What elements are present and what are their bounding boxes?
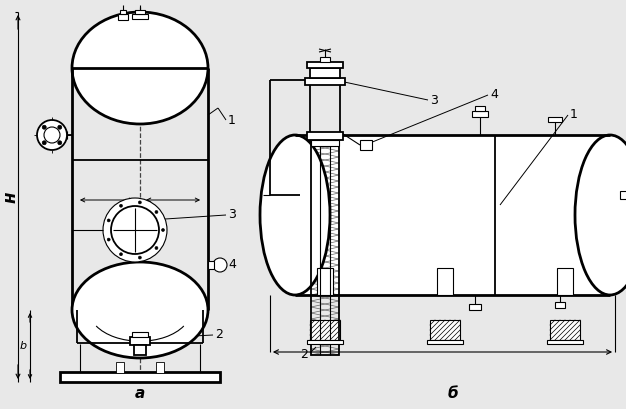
Circle shape [138, 256, 141, 259]
Bar [132, 14, 148, 19]
Bar [320, 57, 330, 62]
Circle shape [155, 247, 158, 249]
Bar [208, 261, 214, 269]
Text: 3: 3 [228, 209, 236, 222]
Bar [305, 78, 345, 85]
Circle shape [162, 229, 165, 231]
Bar [472, 111, 488, 117]
Bar [430, 320, 460, 340]
Text: b: b [19, 341, 26, 351]
Text: 1: 1 [228, 114, 236, 126]
Bar [548, 117, 562, 122]
Text: 4: 4 [228, 258, 236, 272]
Bar [130, 337, 150, 345]
Circle shape [111, 206, 159, 254]
Bar [295, 135, 610, 295]
Text: 2: 2 [215, 328, 223, 342]
Circle shape [107, 219, 110, 222]
Circle shape [103, 198, 167, 262]
Ellipse shape [575, 135, 626, 295]
Bar [311, 140, 339, 146]
Circle shape [58, 125, 62, 129]
Circle shape [138, 201, 141, 204]
Ellipse shape [72, 262, 208, 358]
Bar [427, 340, 463, 344]
Circle shape [120, 204, 123, 207]
Bar [437, 268, 453, 295]
Bar [135, 10, 145, 14]
Ellipse shape [72, 12, 208, 124]
Bar [307, 132, 343, 140]
Ellipse shape [260, 135, 330, 295]
Bar [547, 340, 583, 344]
Circle shape [42, 141, 46, 145]
Circle shape [42, 125, 46, 129]
Bar [555, 302, 565, 308]
Bar [60, 372, 220, 382]
Circle shape [58, 141, 62, 145]
Bar [311, 138, 339, 355]
Bar [310, 68, 340, 78]
Bar [317, 268, 333, 295]
Bar [475, 106, 485, 111]
Circle shape [37, 120, 67, 150]
Text: н: н [2, 191, 20, 203]
Bar [134, 345, 146, 355]
Bar [550, 320, 580, 340]
Text: б: б [447, 386, 458, 401]
Text: а: а [135, 386, 145, 401]
Circle shape [120, 253, 123, 256]
Circle shape [155, 211, 158, 213]
Text: 3: 3 [430, 94, 438, 106]
Bar [469, 304, 481, 310]
Bar [307, 62, 343, 68]
Bar [132, 332, 148, 337]
Circle shape [107, 238, 110, 241]
Bar [310, 320, 340, 340]
Bar [620, 191, 626, 199]
Bar [116, 362, 124, 373]
Bar [120, 10, 126, 14]
Bar [557, 268, 573, 295]
Text: 1: 1 [570, 108, 578, 121]
Text: 4: 4 [490, 88, 498, 101]
Bar [156, 362, 164, 373]
Bar [307, 340, 343, 344]
Bar [118, 14, 128, 20]
Bar [360, 140, 372, 150]
Circle shape [44, 127, 60, 143]
Text: 2: 2 [300, 348, 308, 362]
Circle shape [213, 258, 227, 272]
